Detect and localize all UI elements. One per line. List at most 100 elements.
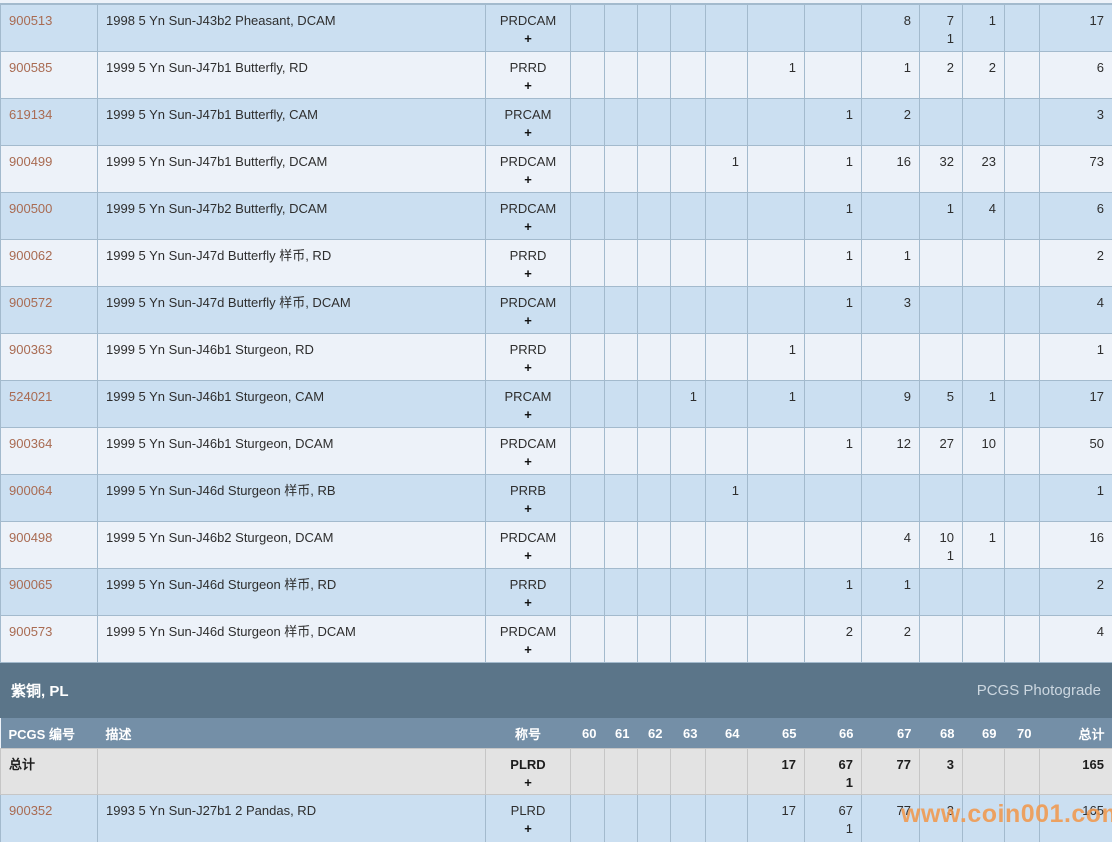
grade-63-cell — [670, 145, 706, 193]
pcgs-number-link[interactable]: 900513 — [9, 13, 53, 28]
coin-description: 1999 5 Yn Sun-J47d Butterfly 样币, DCAM — [97, 286, 486, 334]
grade-69-cell: 2 — [962, 51, 1005, 99]
coin-description: 1999 5 Yn Sun-J46b1 Sturgeon, RD — [97, 333, 486, 381]
grade-60-cell — [570, 568, 605, 616]
grade-63-cell — [670, 794, 706, 842]
grade-count: 67 — [838, 757, 853, 772]
grade-count: 17 — [781, 803, 796, 818]
grade-plus-subcount: 1 — [946, 31, 954, 46]
grade-count: 77 — [896, 803, 911, 818]
grade-64-cell — [705, 239, 748, 287]
pr-population-table: 900513 1998 5 Yn Sun-J43b2 Pheasant, DCAM… — [0, 4, 1112, 663]
coin-description: 1998 5 Yn Sun-J43b2 Pheasant, DCAM — [97, 4, 486, 52]
column-header-total: 总计 — [1039, 718, 1112, 749]
pl-header-row: PCGS 编号 描述 称号 60 61 62 63 64 65 66 67 68 69 70 总计 — [0, 718, 1112, 749]
section-title: 紫铜, PL — [11, 683, 69, 700]
pcgs-number-link[interactable]: 524021 — [9, 389, 53, 404]
plus-designation: + — [524, 266, 532, 281]
grade-count: 7 — [946, 13, 954, 28]
grade-64-cell: 1 — [705, 474, 748, 522]
grade-count: 1 — [689, 389, 697, 404]
designation-cell: PRDCAM + — [485, 192, 571, 240]
plus-designation: + — [524, 125, 532, 140]
grade-60-cell — [570, 521, 605, 569]
designation-label: PLRD — [510, 803, 546, 818]
grade-67-cell — [861, 333, 920, 381]
grade-count: 8 — [903, 13, 911, 28]
pcgs-number-link[interactable]: 900363 — [9, 342, 53, 357]
pcgs-number-link[interactable]: 900062 — [9, 248, 53, 263]
coin-description: 1999 5 Yn Sun-J46b2 Sturgeon, DCAM — [97, 521, 486, 569]
grade-70-cell — [1004, 748, 1040, 795]
grade-61-cell — [604, 474, 638, 522]
pcgs-number-link[interactable]: 619134 — [9, 107, 53, 122]
grade-69-cell: 4 — [962, 192, 1005, 240]
pcgs-number-link[interactable]: 900364 — [9, 436, 53, 451]
grade-61-cell — [604, 145, 638, 193]
pcgs-cell: 900573 — [0, 615, 98, 663]
pcgs-cell: 900499 — [0, 145, 98, 193]
grade-61-cell — [604, 521, 638, 569]
grade-62-cell — [637, 192, 671, 240]
pcgs-number-link[interactable]: 900499 — [9, 154, 53, 169]
grade-count: 1 — [788, 60, 796, 75]
grade-64-cell — [705, 794, 748, 842]
pcgs-number-link[interactable]: 900064 — [9, 483, 53, 498]
row-total-cell: 4 — [1039, 286, 1112, 334]
grade-69-cell — [962, 748, 1005, 795]
designation-cell: PRRB + — [485, 474, 571, 522]
coin-row: 900364 1999 5 Yn Sun-J46b1 Sturgeon, DCAM… — [0, 427, 1112, 475]
grade-61-cell — [604, 286, 638, 334]
grade-69-cell — [962, 615, 1005, 663]
row-total-cell: 1 — [1039, 333, 1112, 381]
grade-62-cell — [637, 427, 671, 475]
grade-count: 27 — [939, 436, 954, 451]
grade-60-cell — [570, 380, 605, 428]
grade-count: 2 — [845, 624, 853, 639]
grade-62-cell — [637, 98, 671, 146]
row-total-cell: 165 — [1039, 794, 1112, 842]
grade-69-cell — [962, 794, 1005, 842]
pcgs-number-link[interactable]: 900572 — [9, 295, 53, 310]
coin-row: 900573 1999 5 Yn Sun-J46d Sturgeon 样币, DC… — [0, 615, 1112, 663]
designation-label: PRCAM — [504, 107, 552, 122]
photograde-link[interactable]: PCGS Photograde — [976, 682, 1101, 699]
column-header-grade-63: 63 — [670, 718, 706, 749]
plus-designation: + — [524, 360, 532, 375]
grade-count: 1 — [731, 154, 739, 169]
pcgs-number-link[interactable]: 900498 — [9, 530, 53, 545]
grade-65-cell — [747, 239, 805, 287]
grade-63-cell — [670, 333, 706, 381]
grade-69-cell: 1 — [962, 380, 1005, 428]
grade-64-cell — [705, 748, 748, 795]
pcgs-cell: 900352 — [0, 794, 98, 842]
grade-60-cell — [570, 615, 605, 663]
coin-row: 900064 1999 5 Yn Sun-J46d Sturgeon 样币, RB… — [0, 474, 1112, 522]
designation-label: PRDCAM — [499, 530, 557, 545]
plus-designation: + — [524, 31, 532, 46]
coin-row: 900352 1993 5 Yn Sun-J27b1 2 Pandas, RD PL… — [0, 794, 1112, 842]
pcgs-number-link[interactable]: 900585 — [9, 60, 53, 75]
coin-description: 1999 5 Yn Sun-J46b1 Sturgeon, DCAM — [97, 427, 486, 475]
grade-61-cell — [604, 568, 638, 616]
pcgs-number-link[interactable]: 900573 — [9, 624, 53, 639]
grade-count: 4 — [988, 201, 996, 216]
designation-label: PRDCAM — [499, 295, 557, 310]
pcgs-number-link[interactable]: 900500 — [9, 201, 53, 216]
designation-cell: PRCAM + — [485, 380, 571, 428]
grade-count: 10 — [939, 530, 954, 545]
pcgs-number-link[interactable]: 900352 — [9, 803, 53, 818]
grade-66-cell — [804, 380, 862, 428]
grade-64-cell — [705, 521, 748, 569]
grade-count: 9 — [903, 389, 911, 404]
grade-count: 1 — [903, 577, 911, 592]
grade-68-cell: 27 — [919, 427, 963, 475]
grade-69-cell — [962, 286, 1005, 334]
plus-designation: + — [524, 219, 532, 234]
pcgs-number-link[interactable]: 900065 — [9, 577, 53, 592]
grade-68-cell — [919, 98, 963, 146]
grade-count: 23 — [981, 154, 996, 169]
grade-60-cell — [570, 98, 605, 146]
grade-count: 77 — [896, 757, 911, 772]
